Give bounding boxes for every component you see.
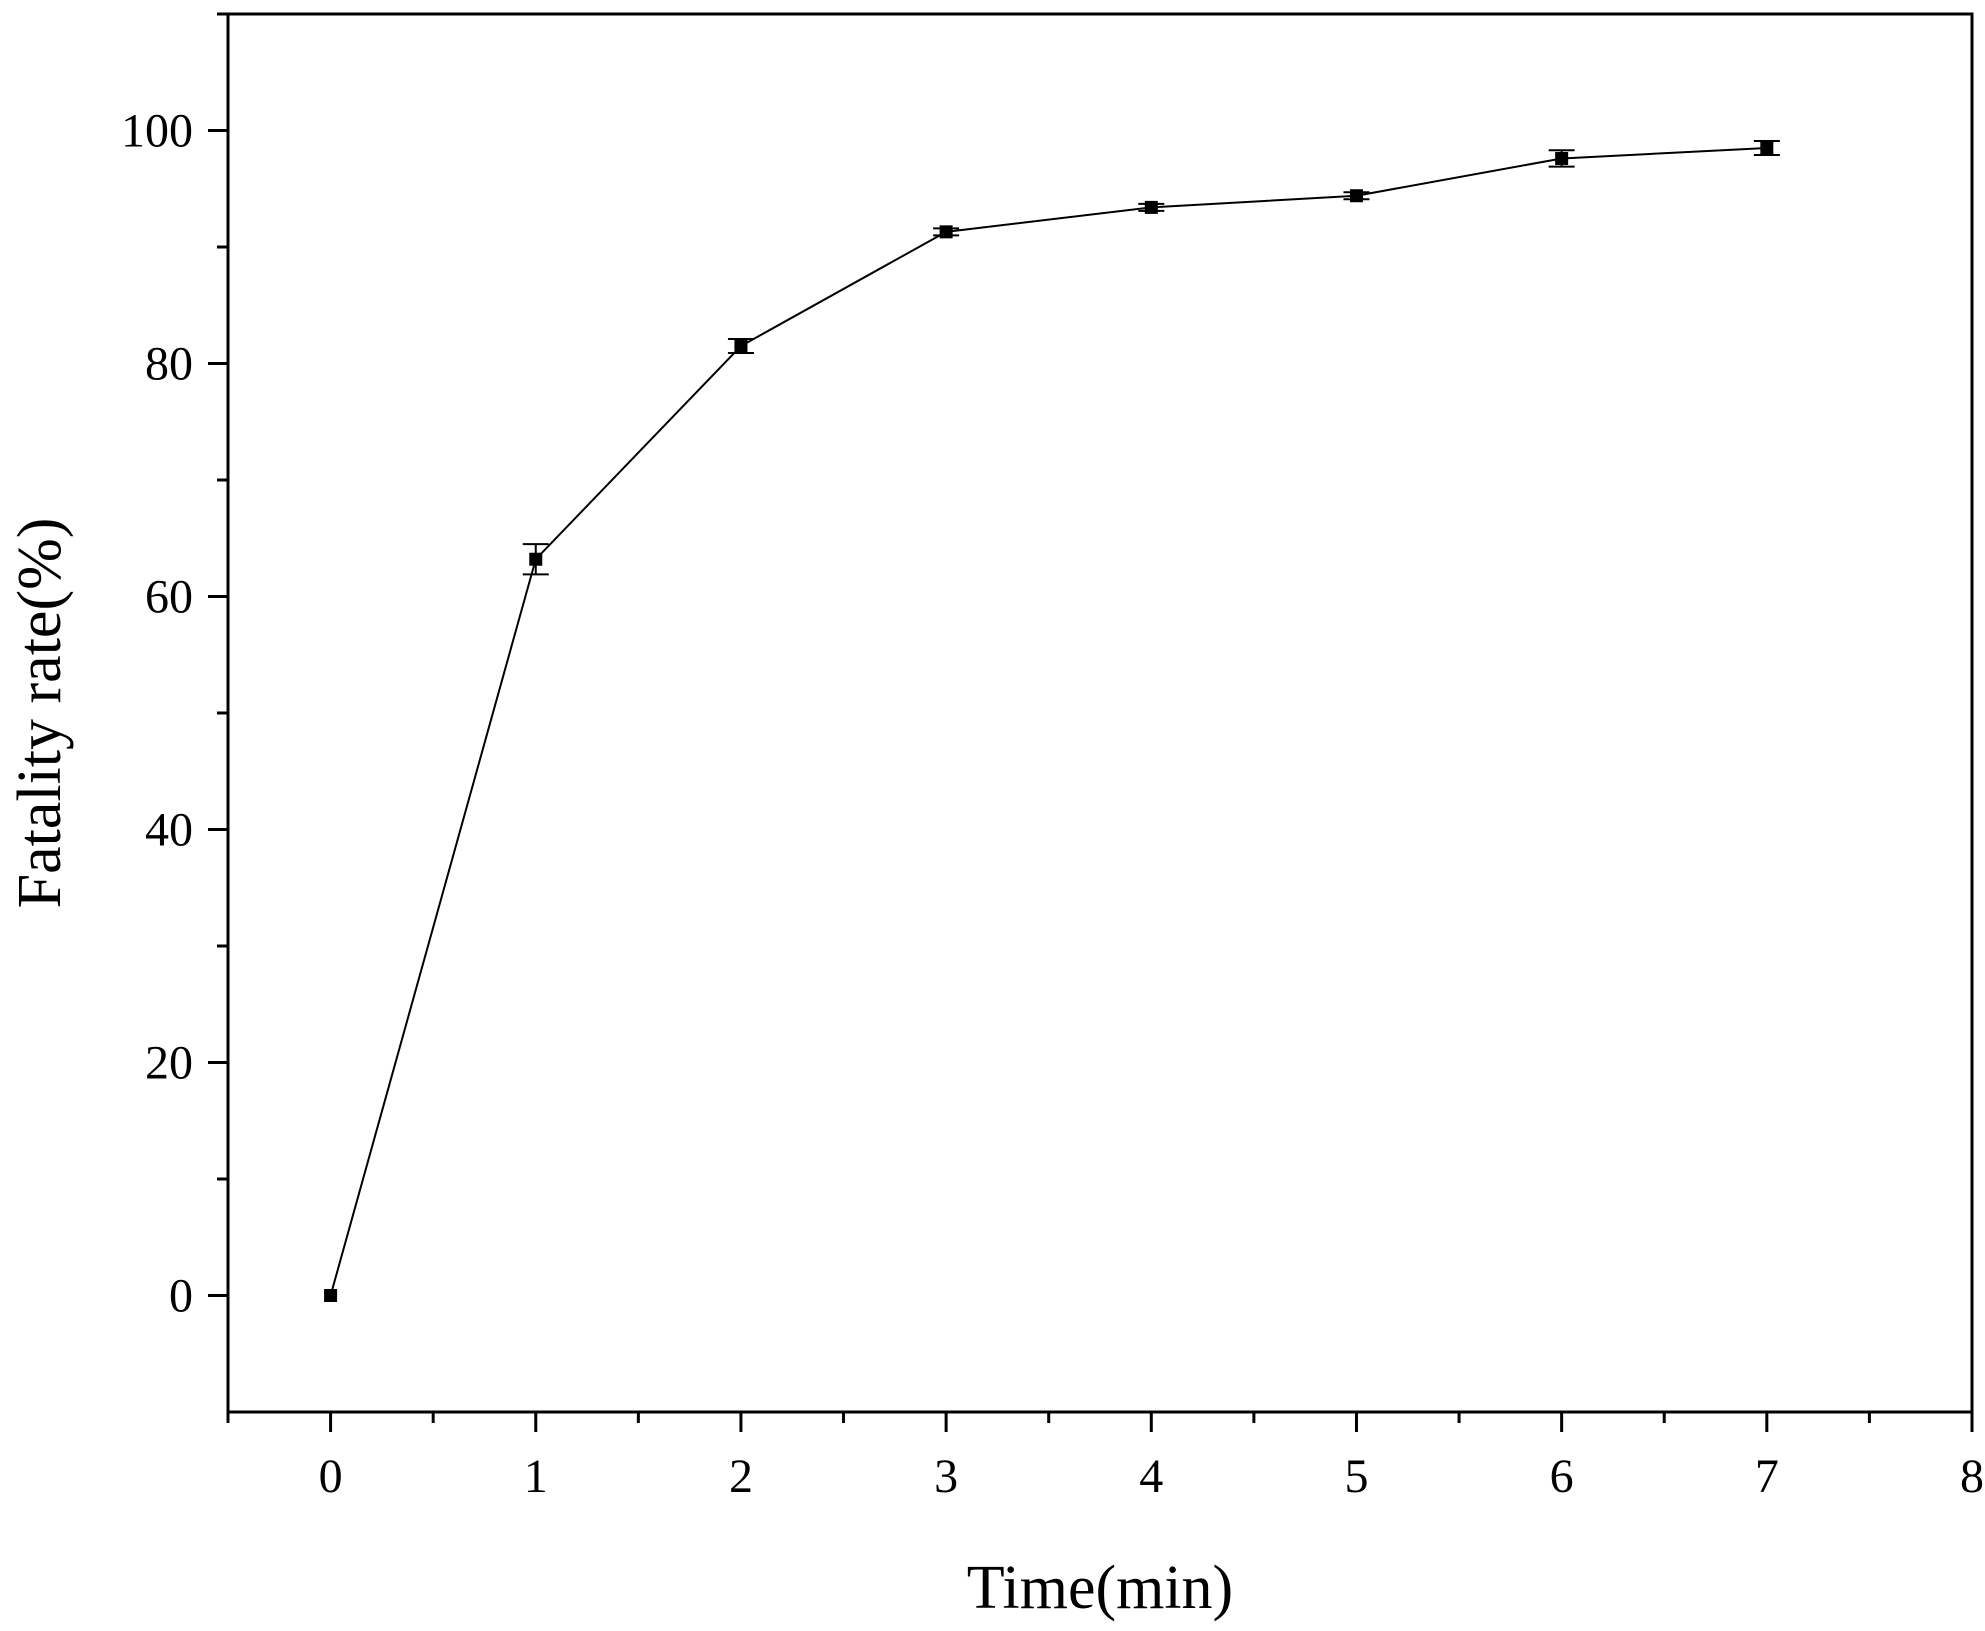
series-line [329,146,1767,1296]
series-lines [329,146,1767,1296]
data-point [1144,200,1158,214]
x-tick-label: 2 [729,1450,753,1503]
x-tick-label: 7 [1755,1450,1779,1503]
data-point [734,339,748,353]
y-tick-label: 0 [169,1270,193,1323]
data-markers [324,141,1774,1302]
data-point [1349,189,1363,203]
data-point [529,552,543,566]
x-tick-label: 4 [1139,1450,1163,1503]
y-tick-label: 100 [121,105,193,158]
y-tick-label: 80 [145,338,193,391]
data-point [1760,141,1774,155]
y-tick-label: 20 [145,1037,193,1090]
x-tick-label: 8 [1960,1450,1984,1503]
x-axis-title: Time(min) [967,1554,1233,1622]
x-axis-tick-labels: 0 1 2 3 4 5 6 7 8 [319,1450,1984,1503]
data-point [939,225,953,239]
x-tick-label: 5 [1344,1450,1368,1503]
y-axis-ticks [208,12,228,1297]
x-tick-label: 3 [934,1450,958,1503]
plot-frame [226,12,1974,1414]
data-point [1555,151,1569,165]
y-tick-label: 60 [145,571,193,624]
y-axis-title: Fatality rate(%) [6,518,74,909]
x-axis-ticks [226,1412,1974,1432]
data-point [324,1289,338,1302]
y-tick-label: 40 [145,804,193,857]
x-tick-label: 1 [524,1450,548,1503]
y-axis-tick-labels: 0 20 40 60 80 100 [121,105,193,1323]
x-tick-label: 6 [1550,1450,1574,1503]
x-tick-label: 0 [319,1450,343,1503]
